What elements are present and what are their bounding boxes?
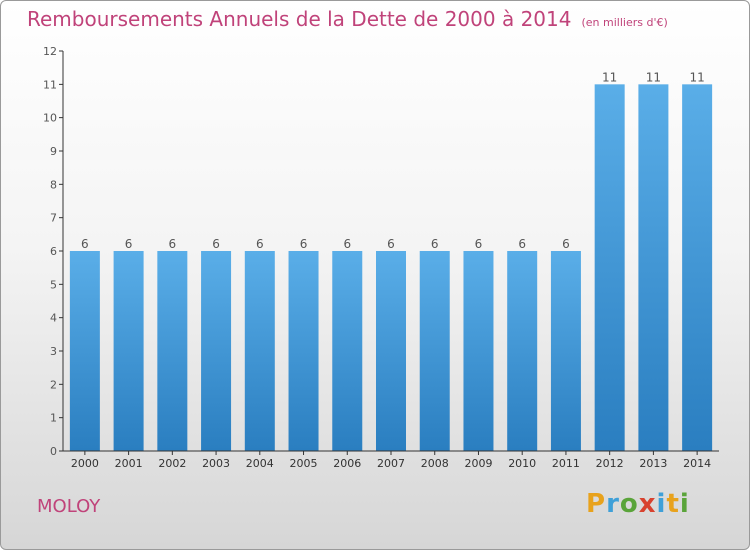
bar — [463, 251, 494, 451]
logo-letter: o — [619, 489, 639, 519]
bar-value-label: 6 — [169, 237, 177, 251]
bar-value-label: 6 — [300, 237, 308, 251]
bar — [113, 251, 144, 451]
chart-subtitle: (en milliers d'€) — [581, 16, 668, 29]
bar-value-label: 6 — [256, 237, 264, 251]
logo-letter: x — [638, 489, 657, 519]
x-tick-label: 2014 — [683, 457, 711, 470]
y-tick-label: 4 — [50, 312, 57, 325]
proxiti-logo: Proxiti — [586, 489, 690, 519]
bar-value-label: 6 — [475, 237, 483, 251]
y-tick-label: 2 — [50, 378, 57, 391]
y-tick-label: 6 — [50, 245, 57, 258]
bar-value-label: 11 — [646, 70, 661, 84]
x-tick-label: 2006 — [333, 457, 361, 470]
x-tick-label: 2002 — [158, 457, 186, 470]
bar — [332, 251, 363, 451]
logo-letter: i — [656, 489, 667, 519]
x-tick-label: 2008 — [421, 457, 449, 470]
bar-value-label: 6 — [387, 237, 395, 251]
x-tick-label: 2007 — [377, 457, 405, 470]
y-tick-label: 1 — [50, 412, 57, 425]
bar — [594, 84, 625, 451]
y-tick-label: 9 — [50, 145, 57, 158]
x-tick-label: 2013 — [639, 457, 667, 470]
bar — [376, 251, 406, 451]
bar — [682, 84, 713, 451]
y-tick-label: 3 — [50, 345, 57, 358]
bar-value-label: 11 — [689, 70, 704, 84]
bar-value-label: 11 — [602, 70, 617, 84]
logo-letter: r — [606, 489, 620, 519]
bar-value-label: 6 — [562, 237, 570, 251]
x-tick-label: 2001 — [115, 457, 143, 470]
bar — [550, 251, 581, 451]
bar — [288, 251, 319, 451]
bar-value-label: 6 — [431, 237, 439, 251]
commune-name: MOLOY — [37, 496, 101, 517]
bar — [244, 251, 275, 451]
y-tick-label: 5 — [50, 278, 57, 291]
x-tick-label: 2011 — [552, 457, 580, 470]
x-tick-label: 2012 — [596, 457, 624, 470]
chart-title: Remboursements Annuels de la Dette de 20… — [27, 7, 668, 31]
bar-value-label: 6 — [125, 237, 133, 251]
bar — [507, 251, 538, 451]
x-tick-label: 2000 — [71, 457, 99, 470]
x-tick-label: 2009 — [464, 457, 492, 470]
y-tick-label: 11 — [43, 78, 57, 91]
chart-title-text: Remboursements Annuels de la Dette de 20… — [27, 7, 572, 31]
bar — [419, 251, 450, 451]
bar — [69, 251, 100, 451]
x-tick-label: 2003 — [202, 457, 230, 470]
y-tick-label: 10 — [43, 112, 57, 125]
x-tick-label: 2010 — [508, 457, 536, 470]
bar-value-label: 6 — [212, 237, 220, 251]
x-tick-label: 2004 — [246, 457, 274, 470]
bar — [201, 251, 232, 451]
y-tick-label: 0 — [50, 445, 57, 458]
y-tick-label: 8 — [50, 178, 57, 191]
bar-value-label: 6 — [343, 237, 351, 251]
bar-value-label: 6 — [81, 237, 89, 251]
y-tick-label: 12 — [43, 45, 57, 58]
logo-letter: t — [666, 489, 680, 519]
logo-letter: P — [586, 489, 607, 519]
bar-value-label: 6 — [518, 237, 526, 251]
bar — [157, 251, 188, 451]
y-tick-label: 7 — [50, 212, 57, 225]
bar — [638, 84, 669, 451]
logo-letter: i — [679, 489, 690, 519]
x-tick-label: 2005 — [290, 457, 318, 470]
